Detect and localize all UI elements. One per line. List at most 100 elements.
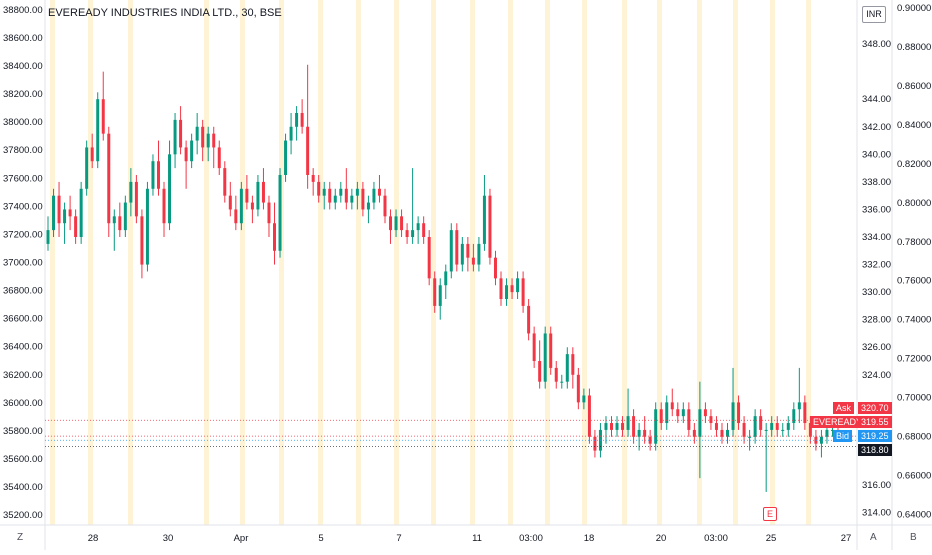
- candle-body: [775, 423, 779, 430]
- candle-body: [571, 354, 575, 375]
- scale-b-button[interactable]: B: [910, 532, 917, 543]
- candle-body: [134, 181, 138, 217]
- time-axis-label: 28: [88, 533, 99, 544]
- candle-body: [797, 402, 801, 410]
- candle-body: [223, 168, 227, 196]
- left-axis-tick: 37600.00: [3, 173, 43, 184]
- candle-body: [129, 181, 133, 203]
- candle-body: [416, 223, 420, 231]
- candle-body: [79, 188, 83, 238]
- candle-body: [593, 436, 597, 451]
- candle-body: [792, 409, 796, 424]
- time-axis-label: 11: [472, 533, 482, 544]
- earnings-event-marker[interactable]: E: [763, 507, 777, 521]
- scale-a-button[interactable]: A: [870, 532, 877, 543]
- candle-body: [68, 209, 72, 217]
- session-band: [770, 0, 775, 525]
- chart-title: EVEREADY INDUSTRIES INDIA LTD., 30, BSE: [48, 7, 282, 19]
- session-band: [394, 0, 399, 525]
- candle-body: [737, 402, 741, 424]
- candle-body: [576, 374, 580, 403]
- left-axis-tick: 37400.00: [3, 201, 43, 212]
- candle-body: [621, 423, 625, 430]
- candle-body: [764, 429, 768, 431]
- candle-body: [151, 161, 155, 189]
- time-axis-label: 30: [163, 533, 174, 544]
- candle-body: [676, 409, 680, 417]
- left-axis-tick: 36600.00: [3, 314, 43, 325]
- candle-body: [311, 175, 315, 182]
- candle-body: [527, 305, 531, 334]
- time-axis-label: 18: [584, 533, 595, 544]
- session-band: [697, 0, 702, 525]
- candle-body: [46, 230, 50, 244]
- candle-body: [433, 278, 437, 306]
- price-axis-tick: 342.00: [862, 122, 891, 133]
- left-axis-tick: 38000.00: [3, 117, 43, 128]
- price-axis-tick: 330.00: [862, 287, 891, 298]
- candle-body: [637, 429, 641, 437]
- right-axis-tick: 0.64000: [897, 509, 931, 520]
- candle-body: [344, 188, 348, 203]
- candle-body: [742, 423, 746, 437]
- candle-body: [692, 429, 696, 437]
- left-axis-tick: 38200.00: [3, 89, 43, 100]
- left-axis-tick: 35400.00: [3, 482, 43, 493]
- candle-body: [830, 429, 834, 431]
- last-price-label: 319.55: [858, 416, 892, 428]
- candle-body: [565, 354, 569, 382]
- candle-body: [63, 209, 67, 224]
- candle-body: [212, 133, 216, 148]
- candle-body: [394, 216, 398, 231]
- right-axis-tick: 0.90000: [897, 3, 931, 14]
- session-band: [279, 0, 284, 525]
- candle-body: [521, 278, 525, 306]
- candle-body: [201, 126, 205, 148]
- candle-body: [427, 237, 431, 279]
- bid-price-label: 319.25: [858, 430, 892, 442]
- candle-body: [256, 181, 260, 210]
- candle-body: [759, 416, 763, 430]
- candle-body: [322, 188, 326, 196]
- currency-button[interactable]: INR: [862, 6, 886, 23]
- candle-body: [333, 195, 337, 203]
- candle-body: [808, 423, 812, 437]
- right-axis-tick: 0.68000: [897, 431, 931, 442]
- left-axis-tick: 37000.00: [3, 258, 43, 269]
- candle-body: [726, 429, 730, 437]
- candle-body: [803, 402, 807, 424]
- candle-body: [184, 147, 188, 162]
- zoom-button[interactable]: Z: [17, 532, 24, 543]
- candle-body: [632, 416, 636, 437]
- candle-body: [748, 436, 752, 438]
- right-axis-tick: 0.82000: [897, 159, 931, 170]
- candle-body: [90, 147, 94, 162]
- candle-body: [306, 126, 310, 175]
- left-axis-tick: 38800.00: [3, 5, 43, 16]
- candle-body: [532, 333, 536, 362]
- left-axis-tick: 38600.00: [3, 33, 43, 44]
- candle-body: [245, 188, 249, 203]
- other-price-label: 318.80: [858, 444, 892, 456]
- session-band: [508, 0, 513, 525]
- candle-body: [786, 423, 790, 430]
- time-axis-label: 20: [656, 533, 667, 544]
- candle-body: [195, 126, 199, 141]
- time-axis-label: 03:00: [519, 533, 543, 544]
- candle-body: [273, 223, 277, 251]
- session-band: [622, 0, 627, 525]
- right-axis-tick: 0.70000: [897, 392, 931, 403]
- candle-body: [411, 230, 415, 238]
- candle-body: [156, 161, 160, 189]
- candle-body: [703, 409, 707, 417]
- candle-body: [488, 195, 492, 258]
- candle-body: [543, 333, 547, 382]
- candle-body: [659, 409, 663, 424]
- time-axis-label: 03:00: [704, 533, 728, 544]
- candle-body: [300, 112, 304, 127]
- candle-body: [355, 188, 359, 196]
- ask-tag: Ask: [833, 402, 855, 414]
- candle-body: [698, 409, 702, 437]
